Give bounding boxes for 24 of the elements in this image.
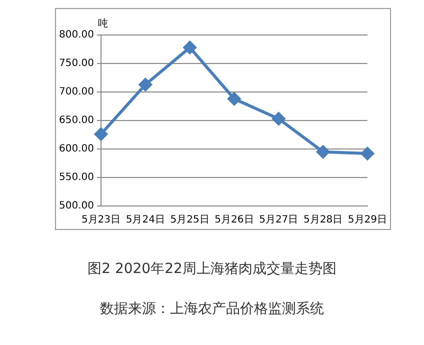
point — [360, 147, 374, 160]
x-tick-label: 5月28日 — [304, 214, 343, 226]
y-tick-label: 600.00 — [58, 144, 94, 155]
point — [316, 145, 330, 158]
x-tick-label: 5月27日 — [259, 214, 298, 226]
text: 图2 2020年22周上海猪肉成交量走势图 — [86, 260, 338, 278]
source-note: 数据来源：上海农产品价格监测系统 — [99, 300, 325, 318]
point — [272, 112, 286, 126]
point — [138, 78, 152, 92]
y-axis-title: 吨 — [98, 18, 108, 30]
x-tick-label: 5月25日 — [170, 214, 210, 226]
y-tick-label: 500.00 — [58, 200, 94, 212]
x-tick-label: 5月23日 — [81, 214, 121, 226]
y-tick-label: 750.00 — [58, 58, 94, 70]
y-tick-label: 700.00 — [58, 86, 94, 98]
y-tick-label: 800.00 — [58, 30, 94, 41]
point — [228, 92, 241, 106]
x-tick-label: 5月26日 — [214, 214, 254, 226]
y-tick-label: 650.00 — [58, 115, 94, 126]
y-tick-label: 550.00 — [58, 172, 94, 184]
point — [94, 128, 108, 141]
point — [183, 41, 196, 54]
x-tick-label: 5月29日 — [348, 214, 388, 226]
x-tick-label: 5月24日 — [126, 214, 165, 226]
